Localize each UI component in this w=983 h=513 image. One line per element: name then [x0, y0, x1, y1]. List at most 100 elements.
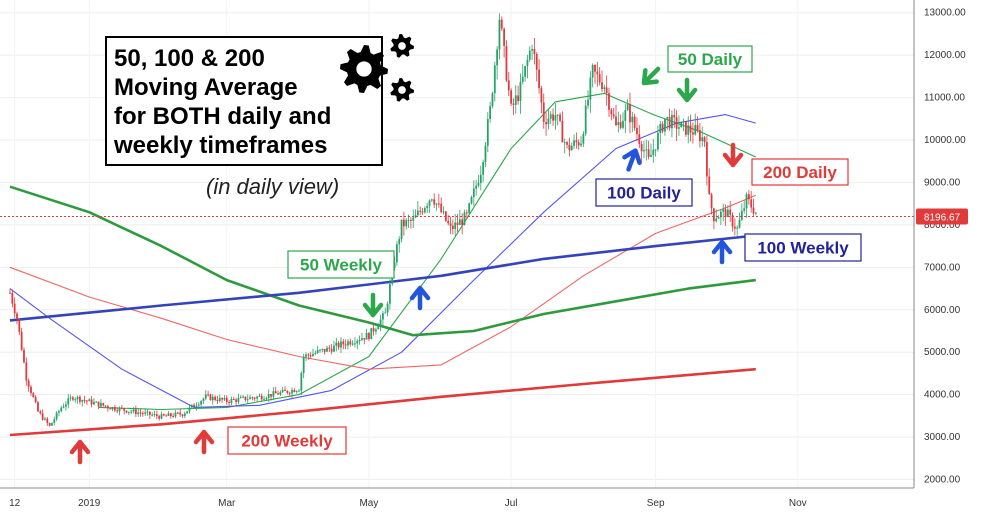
candle-body [386, 303, 389, 313]
candle-body [207, 394, 210, 396]
candle-body [279, 392, 282, 395]
candle-body [79, 396, 81, 402]
candle-body [505, 45, 508, 81]
candle-body [636, 127, 638, 135]
candle-body [93, 402, 95, 405]
candle-body [27, 380, 30, 387]
candle-body [237, 398, 240, 402]
candle-body [109, 408, 112, 410]
candle-body [97, 401, 100, 407]
candle-body [675, 117, 678, 129]
candle-body [472, 188, 475, 198]
candle-body [615, 116, 617, 126]
candle-body [680, 121, 683, 128]
candle-body [228, 401, 230, 403]
candle-body [172, 415, 175, 417]
candle-body [272, 391, 275, 397]
candle-body [689, 125, 692, 133]
candle-body [461, 219, 464, 225]
x-tick-label: Nov [789, 498, 807, 509]
svg-text:50 Daily: 50 Daily [678, 50, 743, 69]
x-tick-label: 2019 [78, 498, 101, 509]
candle-body [591, 64, 594, 78]
candle-body [58, 411, 60, 413]
ma-line-50-weekly [9, 185, 756, 337]
candle-body [60, 407, 63, 412]
candle-body [526, 59, 529, 67]
candle-body [673, 115, 676, 118]
candle-body [468, 203, 471, 213]
arrow-200-weekly-left-icon [69, 439, 91, 465]
candle-body [726, 209, 729, 218]
y-tick-label: 13000.00 [924, 8, 966, 19]
candle-body [263, 398, 265, 400]
candle-body [703, 137, 706, 143]
candle-body [603, 87, 606, 90]
candle-body [246, 399, 249, 401]
candle-body [580, 143, 582, 146]
candle-body [160, 414, 163, 419]
candle-body [754, 212, 757, 214]
candle-body [519, 81, 522, 102]
ma-line-200-daily [9, 194, 757, 370]
candle-body [104, 405, 107, 407]
candle-body [195, 405, 198, 407]
annotation-50-weekly: 50 Weekly [287, 250, 395, 279]
candle-body [260, 395, 263, 400]
candle-body [200, 401, 203, 405]
candle-body [430, 199, 433, 201]
title-line-4: weekly timeframes [113, 132, 327, 159]
candle-body [745, 194, 748, 209]
candle-body [239, 397, 242, 399]
candle-body [433, 199, 436, 205]
candle-body [705, 142, 708, 177]
candle-body [30, 386, 32, 394]
x-tick-label: May [359, 498, 378, 509]
candle-body [612, 114, 615, 117]
candle-body [361, 338, 363, 341]
candle-body [619, 121, 622, 128]
candle-body [715, 218, 718, 222]
candle-body [256, 396, 258, 399]
candle-body [736, 227, 739, 229]
candle-body [86, 400, 88, 402]
candle-body [25, 362, 28, 381]
x-tick-label: Sep [647, 498, 665, 509]
candle-body [409, 219, 412, 221]
candle-body [225, 397, 228, 402]
candle-body [137, 412, 140, 415]
candle-body [72, 397, 74, 400]
candle-body [188, 407, 191, 412]
candle-body [384, 312, 387, 314]
candle-body [435, 203, 438, 205]
candle-body [552, 114, 554, 121]
candle-body [626, 104, 629, 110]
candle-body [344, 344, 347, 346]
annotation-labels: 50 Daily 100 Daily 200 Daily 50 Weekly 100 W… [227, 45, 862, 455]
candle-body [479, 174, 482, 183]
candle-body [657, 132, 659, 150]
y-tick-label: 7000.00 [924, 262, 961, 273]
y-tick-label: 12000.00 [924, 50, 966, 61]
ma-line-100-weekly [9, 234, 756, 322]
candle-body [528, 50, 531, 60]
candle-body [253, 397, 256, 399]
candle-body [486, 119, 489, 146]
candle-body [130, 411, 133, 413]
candle-body [230, 399, 233, 403]
y-tick-label: 10000.00 [924, 135, 966, 146]
candle-body [23, 349, 25, 363]
candle-body [48, 422, 51, 426]
candle-body [55, 412, 58, 420]
candle-body [83, 399, 86, 401]
candle-body [211, 396, 214, 401]
candle-body [517, 95, 520, 102]
annotation-200-weekly: 200 Weekly [227, 426, 347, 455]
candle-body [146, 411, 149, 413]
candle-body [699, 130, 701, 142]
candle-body [305, 354, 307, 357]
candle-body [46, 418, 49, 423]
candle-body [514, 95, 517, 105]
candle-body [584, 105, 587, 134]
title-line-3: for BOTH daily and [114, 103, 331, 130]
